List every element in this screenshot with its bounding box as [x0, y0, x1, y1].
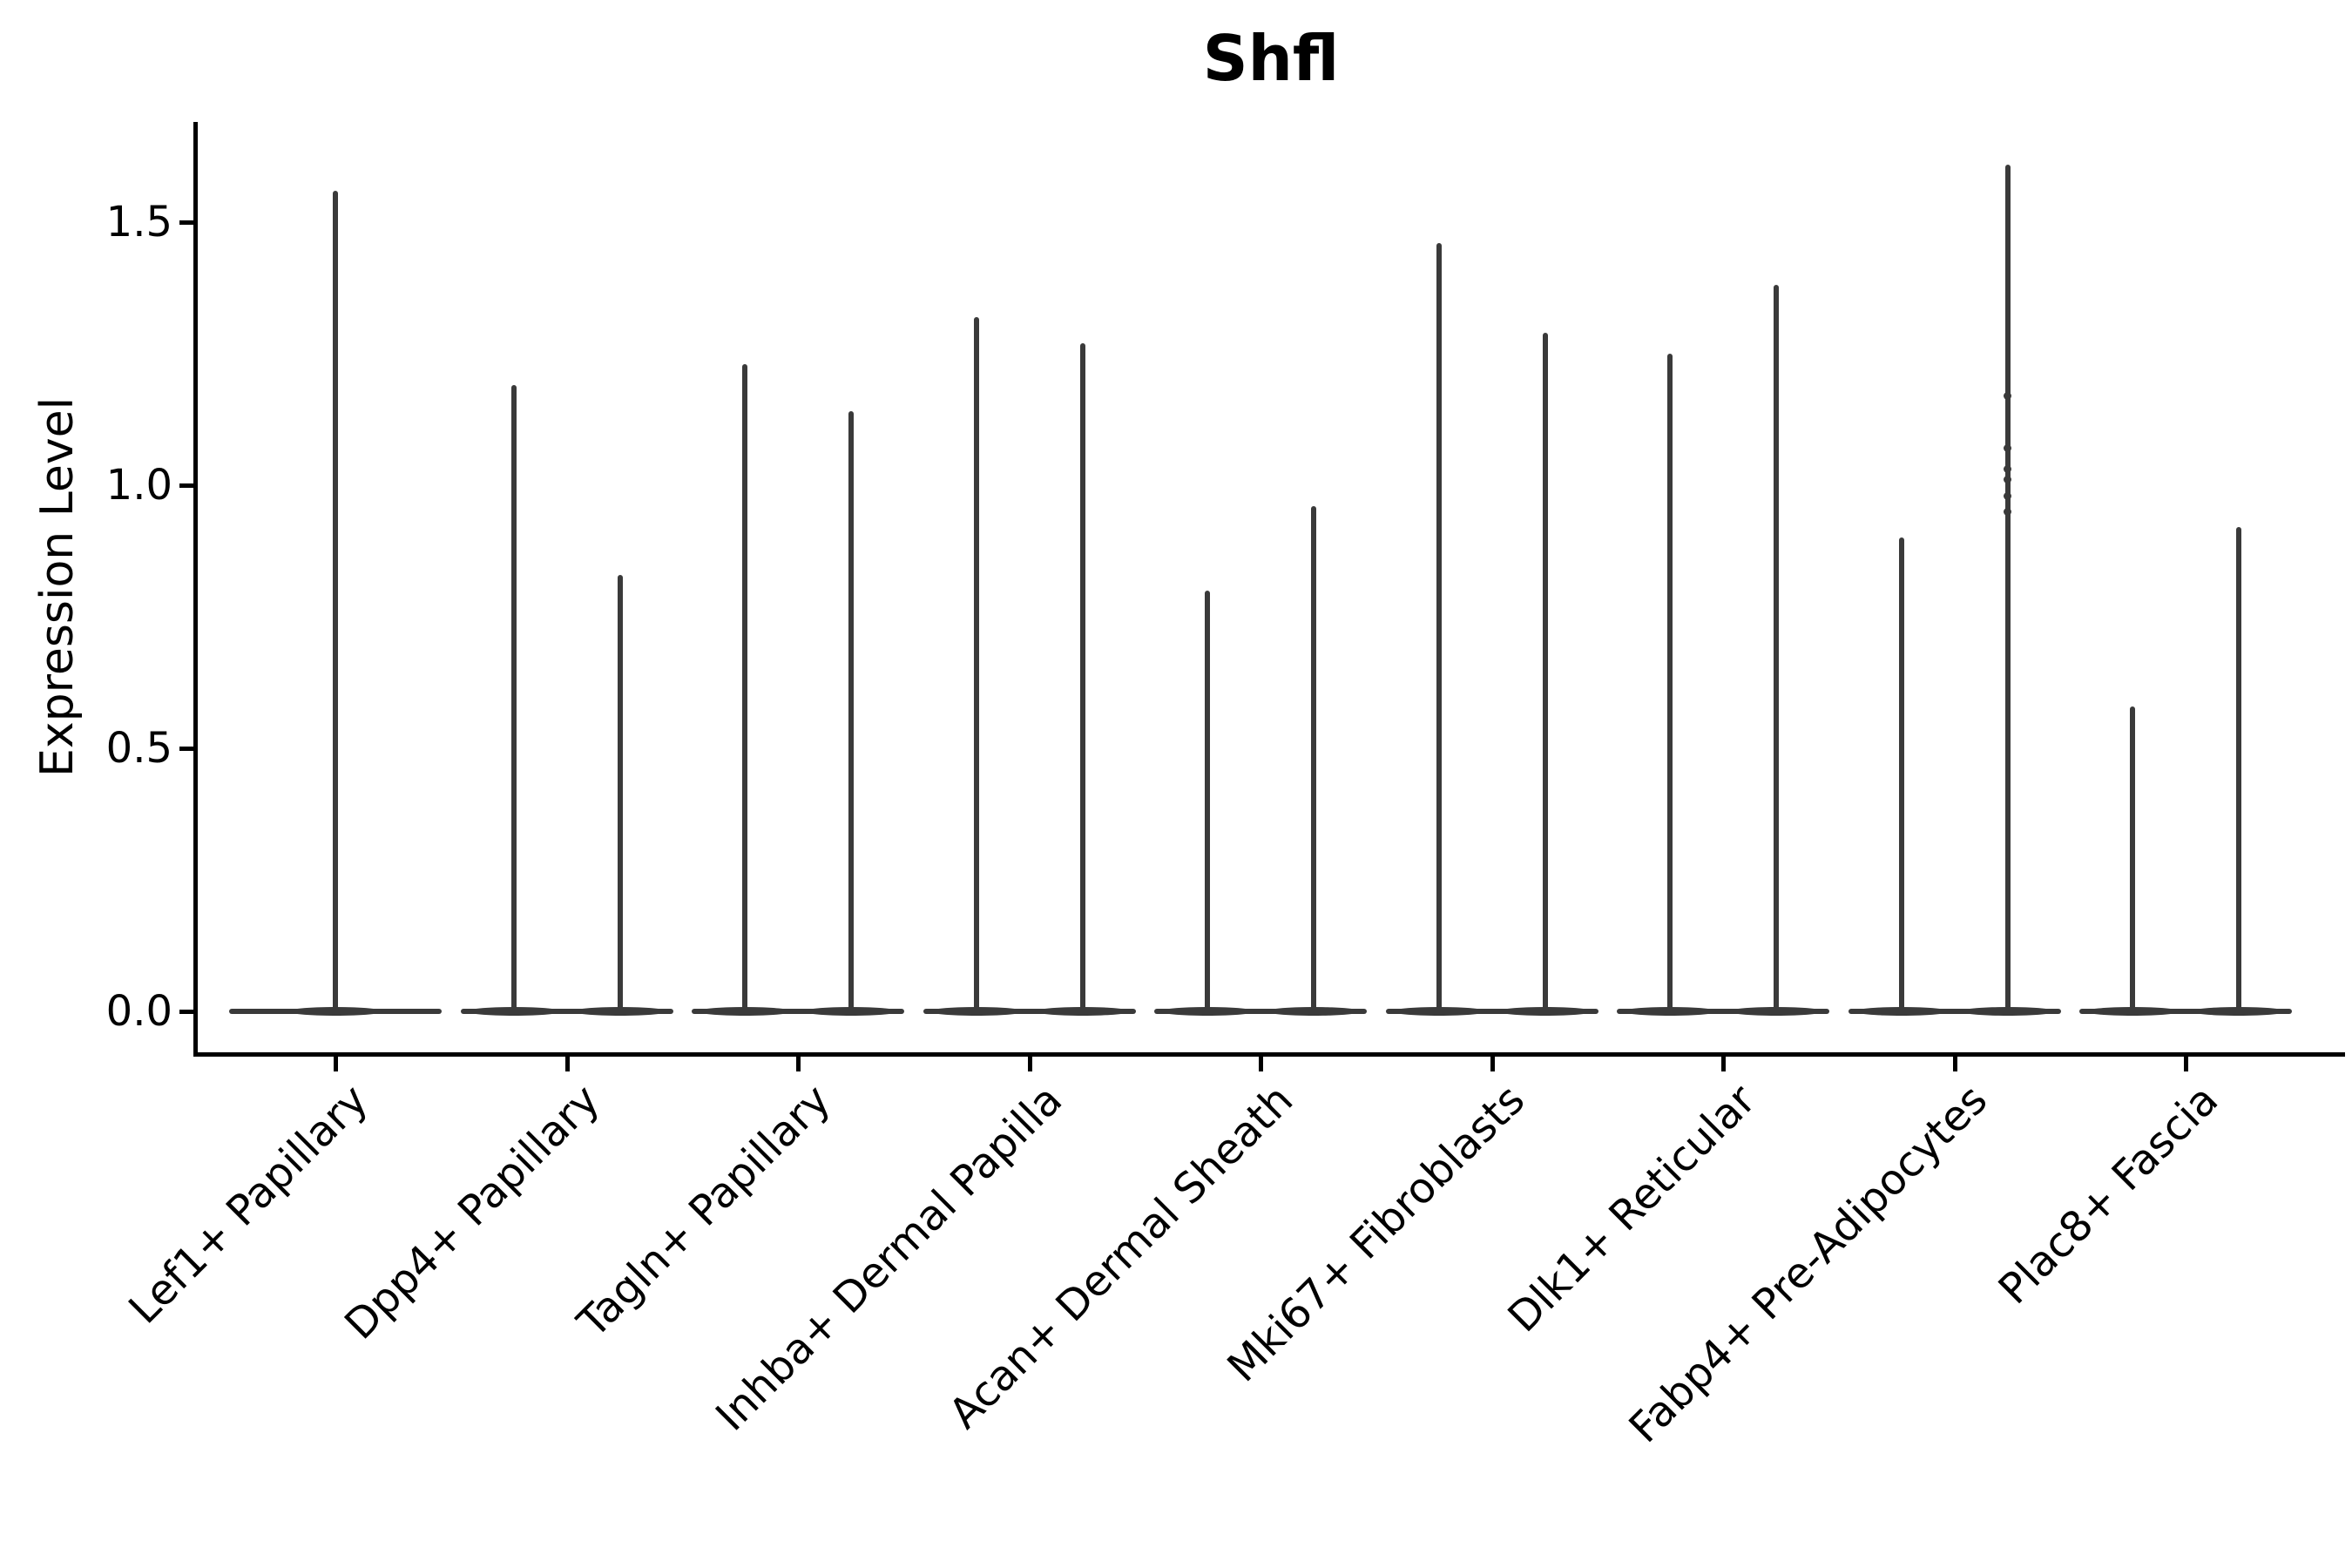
violin-spike: [1311, 506, 1316, 1014]
violin-spike: [2236, 527, 2241, 1014]
chart-title: Shfl: [1202, 22, 1340, 95]
violin-spike: [1436, 243, 1442, 1014]
violin-spike: [1774, 285, 1779, 1014]
violin-data-point: [2004, 476, 2011, 484]
violin-spike: [1542, 332, 1548, 1014]
x-tick-mark: [564, 1057, 570, 1071]
violin-data-point: [2004, 391, 2011, 400]
x-tick-label-8: Fabp4+ Pre-Adipocytes: [1619, 1075, 1997, 1453]
x-tick-mark: [1490, 1057, 1495, 1071]
x-tick-mark: [1027, 1057, 1032, 1071]
y-axis-label: Expression Level: [31, 396, 84, 778]
x-tick-mark: [1259, 1057, 1263, 1071]
x-axis-spine: [193, 1052, 2345, 1057]
y-axis-spine: [193, 122, 198, 1057]
violin-spike: [742, 364, 747, 1014]
y-tick-mark: [179, 220, 193, 225]
violin-data-point: [2004, 444, 2011, 453]
violin-spike: [973, 316, 979, 1014]
violin-base: [1617, 1009, 1829, 1014]
x-tick-label-6: Mki67+ Fibroblasts: [1217, 1075, 1534, 1392]
violin-base: [1154, 1009, 1367, 1014]
x-tick-mark: [796, 1057, 801, 1071]
violin-spike: [2004, 164, 2011, 1014]
violin-spike: [2130, 706, 2135, 1014]
x-tick-label-9: Plac8+ Fascia: [1989, 1075, 2228, 1315]
x-tick-mark: [334, 1057, 338, 1071]
x-tick-mark: [2184, 1057, 2188, 1071]
violin-spike: [1898, 537, 1904, 1014]
y-tick-label: 1.5: [105, 198, 172, 247]
x-tick-mark: [1721, 1057, 1726, 1071]
x-tick-label-7: Dlk1+ Reticular: [1498, 1075, 1766, 1342]
violin-base: [460, 1009, 673, 1014]
violin-base: [1385, 1009, 1598, 1014]
y-tick-mark: [179, 483, 193, 488]
violin-spike: [848, 411, 854, 1014]
x-tick-label-3: Tagln+ Papillary: [568, 1075, 841, 1348]
violin-base: [1848, 1009, 2061, 1014]
violin-spike: [1205, 590, 1210, 1014]
violin-base: [2079, 1009, 2292, 1014]
y-tick-mark: [179, 747, 193, 751]
violin-spike: [1667, 354, 1673, 1014]
violin-spike: [510, 385, 517, 1014]
violin-base: [923, 1009, 1136, 1014]
y-tick-label: 1.0: [105, 461, 172, 510]
violin-data-point: [2004, 507, 2011, 516]
violin-data-point: [2004, 491, 2011, 500]
violin-spike: [617, 574, 623, 1014]
violin-base: [692, 1009, 904, 1014]
y-tick-mark: [179, 1010, 193, 1014]
violin-spike: [1079, 342, 1085, 1014]
violin-data-point: [2004, 465, 2011, 474]
x-tick-mark: [1952, 1057, 1957, 1071]
y-tick-label: 0.5: [105, 724, 172, 773]
x-tick-label-4: Inhba+ Dermal Papilla: [706, 1075, 1071, 1441]
x-tick-label-2: Dpp4+ Papillary: [335, 1075, 609, 1349]
x-tick-label-5: Acan+ Dermal Sheath: [939, 1075, 1303, 1439]
x-tick-label-1: Lef1+ Papillary: [119, 1075, 378, 1334]
y-tick-label: 0.0: [105, 987, 172, 1036]
violin-spike: [333, 190, 338, 1014]
